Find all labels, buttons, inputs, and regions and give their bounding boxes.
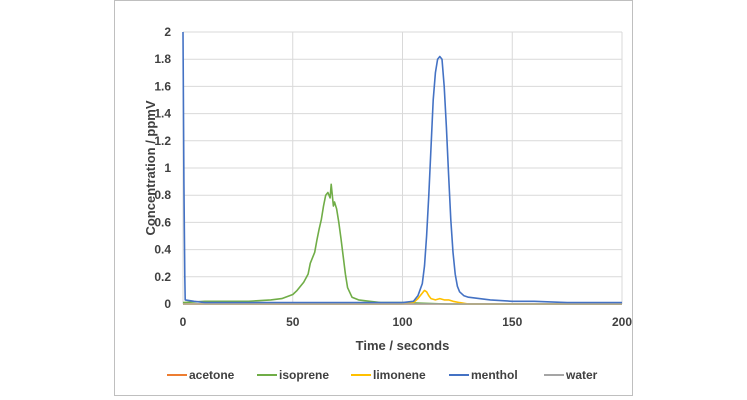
legend-label-isoprene: isoprene xyxy=(279,368,329,382)
legend: acetone isoprene limonene menthol water xyxy=(167,368,598,382)
y-tick-label: 1.8 xyxy=(154,52,171,66)
legend-label-menthol: menthol xyxy=(471,368,518,382)
legend-label-acetone: acetone xyxy=(189,368,235,382)
series-line-isoprene xyxy=(182,183,622,305)
y-tick-label: 0 xyxy=(164,297,171,311)
legend-label-limonene: limonene xyxy=(373,368,426,382)
series-line-menthol xyxy=(182,31,622,304)
gridlines xyxy=(182,31,623,305)
chart-frame: 0 0.2 0.4 0.6 0.8 1 1.2 1.4 1.6 1.8 2 0 50 100 150 200 … xyxy=(114,0,633,396)
x-tick-label: 100 xyxy=(392,315,412,329)
tick-labels: 0 0.2 0.4 0.6 0.8 1 1.2 1.4 1.6 1.8 2 0 50 100 150 200 xyxy=(154,25,632,329)
y-axis-title: Concentration / ppmV xyxy=(143,100,158,235)
series-line-limonene xyxy=(183,289,622,305)
y-tick-label: 0.6 xyxy=(154,215,171,229)
y-tick-label: 0.2 xyxy=(154,270,171,284)
x-tick-label: 150 xyxy=(502,315,522,329)
y-tick-label: 0.8 xyxy=(154,188,171,202)
legend-label-water: water xyxy=(565,368,598,382)
line-chart: 00.20.40.60.811.21.41.61.820 50 100 150 200 … xyxy=(143,25,632,382)
plot-area xyxy=(182,31,622,305)
y-tick-label: 2 xyxy=(164,25,171,39)
y-tick-label: 1.6 xyxy=(154,79,171,93)
y-tick-label: 0.4 xyxy=(154,243,171,257)
x-tick-label: 50 xyxy=(286,315,300,329)
x-axis-title: Time / seconds xyxy=(356,338,450,353)
x-tick-label: 0 xyxy=(180,315,187,329)
y-tick-label: 1 xyxy=(164,161,171,175)
y-tick-label: 1.2 xyxy=(154,134,171,148)
y-tick-label: 1.4 xyxy=(154,107,171,121)
x-tick-label: 200 xyxy=(612,315,632,329)
